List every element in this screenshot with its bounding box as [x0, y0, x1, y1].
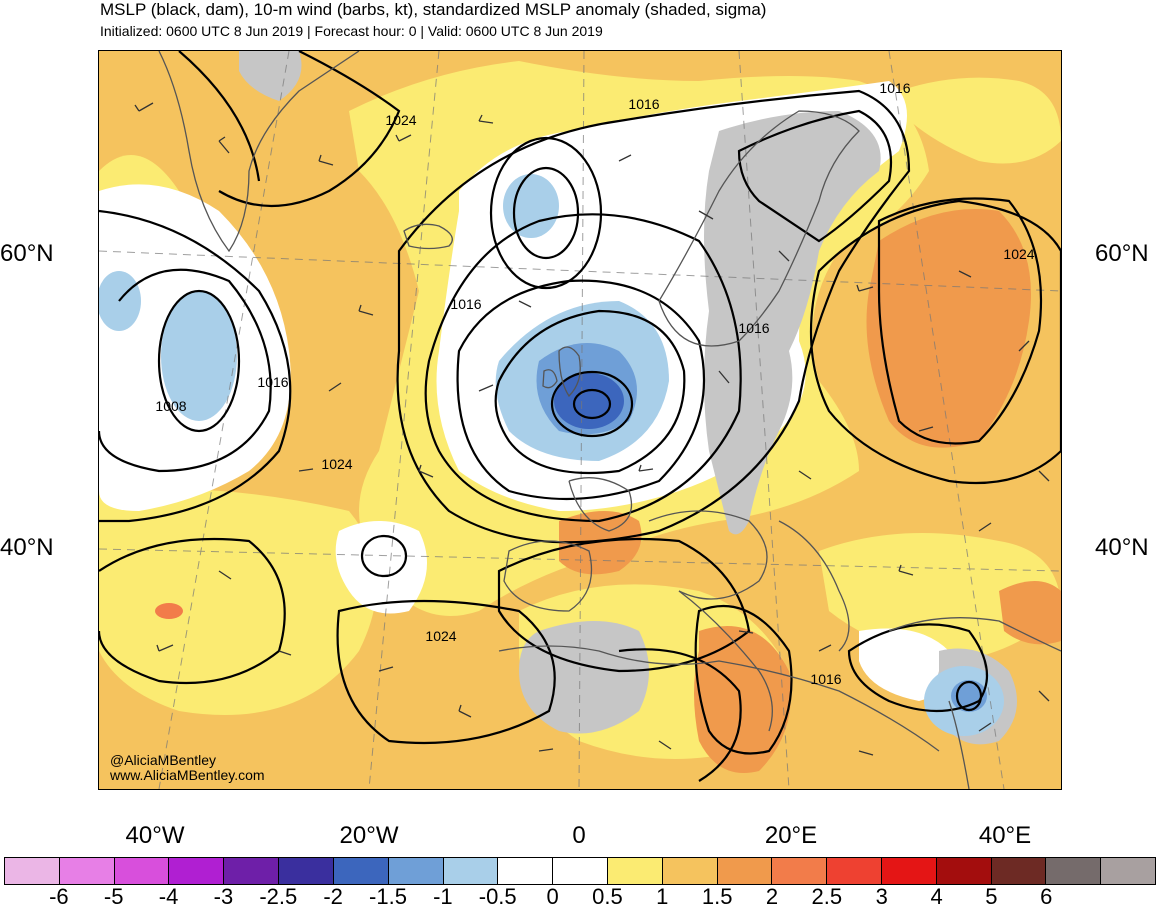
lat-label-60n-right: 60°N [1095, 240, 1149, 267]
colorbar-swatch [607, 858, 663, 884]
colorbar-tick-label: 2 [765, 884, 779, 909]
colorbar-tick-label: 0.5 [592, 884, 623, 909]
credit-handle: @AliciaMBentley [110, 752, 217, 768]
anomaly-field-1.5-2 [559, 209, 1061, 773]
isobar-label: 1024 [385, 112, 416, 128]
lat-label-40n-right: 40°N [1095, 534, 1149, 561]
colorbar-tick-label: 1.5 [701, 884, 733, 909]
anomaly-field-neg-1.5 [554, 373, 624, 429]
colorbar-swatch [333, 858, 389, 884]
isobar-label: 1008 [155, 398, 186, 414]
lon-label: 40°W [125, 822, 185, 849]
isobars [99, 51, 1061, 782]
colorbar-tick-label: 2.5 [811, 884, 843, 909]
colorbar-tick-label: -3 [213, 884, 234, 909]
colorbar-swatch [1046, 858, 1102, 884]
colorbar-tick-label: 4 [930, 884, 943, 909]
coastlines [158, 51, 1061, 789]
colorbar-swatch [224, 858, 280, 884]
colorbar-swatch [991, 858, 1047, 884]
colorbar-tick-label: -2.5 [259, 884, 298, 909]
colorbar-swatch [59, 858, 115, 884]
colorbar-swatch [1101, 858, 1156, 884]
credit-url: www.AliciaMBentley.com [110, 767, 265, 783]
lon-label: 0 [572, 822, 586, 849]
isobar-label: 1016 [810, 671, 841, 687]
lon-label: 40°E [978, 822, 1032, 849]
weather-map: 1016 1016 1024 1016 1016 1008 1024 1024 … [99, 51, 1061, 789]
isobar-label: 1016 [879, 80, 910, 96]
colorbar-tick-label: -2 [323, 884, 343, 909]
colorbar-swatch [827, 858, 882, 884]
colorbar-swatch [169, 858, 225, 884]
isobar-label: 1016 [257, 374, 288, 390]
colorbar-swatch [772, 858, 828, 884]
isobar-label: 1016 [450, 296, 481, 312]
lon-label: 20°W [339, 822, 399, 849]
isobar-label: 1024 [1003, 246, 1034, 262]
colorbar-tick-label: -1 [433, 884, 453, 909]
colorbar-swatch [936, 858, 992, 884]
anomaly-field-2-2.5 [155, 603, 183, 619]
colorbar-swatch [662, 858, 718, 884]
colorbar-swatch [443, 858, 499, 884]
colorbar-swatch [114, 858, 170, 884]
colorbar-tick-label: -5 [103, 884, 124, 909]
colorbar-swatch [5, 858, 60, 884]
lon-label: 20°E [764, 822, 818, 849]
chart-subtitle: Initialized: 0600 UTC 8 Jun 2019 | Forec… [100, 23, 603, 39]
colorbar-tick-label: 0 [546, 884, 559, 909]
colorbar-swatch [498, 858, 554, 884]
colorbar [4, 857, 1156, 885]
colorbar-tick-label: 6 [1040, 884, 1053, 909]
isobar-labels: 1016 1016 1024 1016 1016 1008 1024 1024 … [155, 80, 1034, 687]
colorbar-tick-label: 5 [985, 884, 998, 909]
colorbar-swatch [388, 858, 444, 884]
wind-barbs [134, 102, 1050, 756]
lat-label-60n-left: 60°N [0, 240, 54, 267]
colorbar-swatch [279, 858, 334, 884]
isobar-label: 1016 [738, 320, 769, 336]
colorbar-tick-label: 3 [875, 884, 888, 909]
colorbar-swatch [882, 858, 937, 884]
colorbar-tick-label: -4 [158, 884, 179, 909]
map-panel[interactable]: 1016 1016 1024 1016 1016 1008 1024 1024 … [98, 50, 1062, 790]
colorbar-swatch [717, 858, 773, 884]
colorbar-tick-label: -6 [49, 884, 69, 909]
isobar-label: 1024 [321, 456, 352, 472]
colorbar-tick-label: -1.5 [369, 884, 407, 909]
isobar-label: 1016 [628, 96, 659, 112]
colorbar-tick-label: 1 [656, 884, 669, 909]
lat-label-40n-left: 40°N [0, 534, 54, 561]
colorbar-tick-label: -0.5 [478, 884, 517, 909]
isobar-label: 1024 [425, 628, 456, 644]
colorbar-swatch [553, 858, 608, 884]
chart-title: MSLP (black, dam), 10-m wind (barbs, kt)… [100, 0, 767, 19]
